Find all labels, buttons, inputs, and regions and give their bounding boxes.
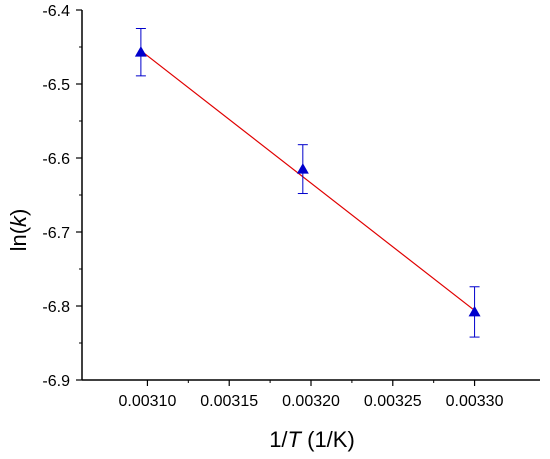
axes [81,10,540,381]
fit-line [140,50,475,311]
x-tick-label: 0.00330 [446,393,504,410]
data-point-group [296,144,309,195]
y-axis-ticks: -6.9 -6.8 -6.7 -6.6 -6.5 -6.4 [42,3,82,390]
x-tick-label: 0.00315 [200,393,258,410]
x-tick-label: 0.00320 [282,393,340,410]
y-tick-label: -6.6 [42,151,70,168]
x-tick-label: 0.00325 [364,393,422,410]
x-axis-title: 1/T (1/K) [269,427,355,452]
y-tick-label: -6.8 [42,299,70,316]
y-tick-label: -6.4 [42,3,70,20]
data-point-triangle [468,305,481,317]
fit-line-group [140,50,475,311]
y-axis-title: ln(k) [6,209,31,252]
x-tick-label: 0.00310 [119,393,177,410]
data-point-triangle [296,163,309,174]
data-points [134,28,481,338]
x-axis-ticks: 0.00310 0.00315 0.00320 0.00325 0.00330 [119,380,504,410]
y-tick-label: -6.9 [42,373,70,390]
data-point-group [134,28,147,77]
y-tick-label: -6.7 [42,225,70,242]
data-point-group [468,286,481,338]
y-tick-label: -6.5 [42,77,70,94]
data-point-triangle [134,46,147,57]
